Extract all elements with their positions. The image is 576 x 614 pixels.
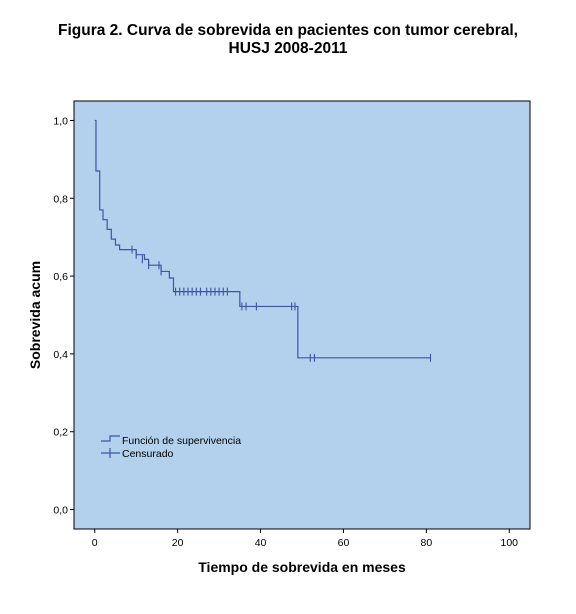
legend: Función de supervivencia Censurado (101, 435, 241, 460)
x-tick-label: 40 (255, 537, 267, 549)
chart-title-line-1: Figura 2. Curva de sobrevida en paciente… (58, 22, 518, 39)
plot-area (73, 100, 531, 530)
y-axis-title: Sobrevida acum (27, 261, 43, 369)
y-axis: 0,0 0,2 0,4 0,6 0,8 1,0 (53, 115, 74, 517)
x-tick-label: 0 (92, 537, 98, 549)
x-tick-label: 60 (338, 537, 350, 549)
y-tick-label: 0,4 (53, 349, 68, 361)
x-axis: 0 20 40 60 80 100 (92, 529, 518, 549)
y-tick-label: 1,0 (53, 115, 68, 127)
x-tick-label: 100 (501, 537, 519, 549)
censored-marks (131, 245, 432, 362)
chart-title: Figura 2. Curva de sobrevida en paciente… (0, 22, 576, 58)
legend-survival-label: Función de supervivencia (122, 435, 241, 447)
y-tick-label: 0,0 (53, 505, 68, 517)
legend-censored-label: Censurado (122, 448, 174, 460)
chart-title-line-2: HUSJ 2008-2011 (228, 40, 348, 57)
x-tick-label: 20 (172, 537, 184, 549)
x-axis-title: Tiempo de sobrevida en meses (198, 559, 406, 575)
x-tick-label: 80 (421, 537, 433, 549)
y-tick-label: 0,8 (53, 193, 68, 205)
y-tick-label: 0,6 (53, 271, 68, 283)
legend-survival-swatch (101, 435, 120, 442)
y-tick-label: 0,2 (53, 427, 68, 439)
